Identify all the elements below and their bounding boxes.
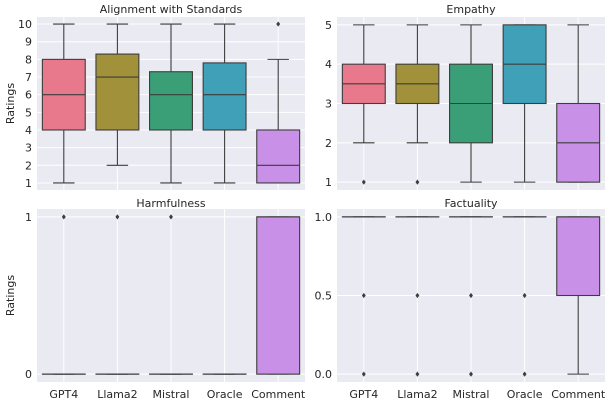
y-tick-label: 2: [325, 137, 332, 150]
y-axis-label: Ratings: [4, 275, 17, 316]
y-tick-label: 4: [325, 58, 332, 71]
llama2-outlier: [415, 292, 420, 299]
comment-box: [256, 129, 301, 184]
oracle-outlier: [522, 292, 527, 299]
gpt4-outlier: [361, 292, 366, 299]
y-axis-label: Ratings: [4, 83, 17, 124]
gpt4-outlier: [361, 179, 366, 185]
y-tick-label: 0: [25, 368, 32, 381]
y-tick-label: 1: [25, 211, 32, 224]
y-tick-label: 4: [25, 124, 32, 137]
x-tick-label: GPT4: [349, 388, 378, 401]
y-tick-label: 3: [325, 98, 332, 111]
y-tick-label: 0.0: [315, 368, 333, 381]
panel-1: 1 2 3 4 5 Empathy: [325, 3, 605, 190]
y-tick-label: 6: [25, 89, 32, 102]
llama2-outlier: [415, 371, 420, 377]
panel-title: Factuality: [444, 197, 498, 210]
x-tick-label: GPT4: [49, 388, 78, 401]
y-tick-label: 5: [25, 106, 32, 119]
comment-box: [556, 216, 601, 297]
y-tick-label: 8: [25, 53, 32, 66]
panel-title: Harmfulness: [136, 197, 205, 210]
panel-3: 0.0 0.5 1.0 Factuality GPT4 Llama2 Mistral Orac…: [315, 197, 606, 401]
x-tick-label: Llama2: [97, 388, 137, 401]
panel-title: Alignment with Standards: [100, 3, 243, 16]
y-tick-label: 10: [18, 18, 32, 31]
y-tick-label: 1.0: [315, 211, 333, 224]
y-tick-label: 7: [25, 71, 32, 84]
x-tick-label: Oracle: [507, 388, 543, 401]
comment-outlier: [276, 21, 281, 27]
llama2-outlier: [415, 179, 420, 185]
x-tick-label: Mistral: [453, 388, 490, 401]
mistral-box: [149, 71, 193, 131]
llama2-outlier: [115, 214, 120, 220]
x-tick-label: Llama2: [397, 388, 437, 401]
oracle-outlier: [522, 371, 527, 377]
panel-2: 0 1 Harmfulness Ratings GPT4 Llama2 Mistral Ora…: [4, 197, 306, 401]
x-tick-label: Comment: [251, 388, 306, 401]
mistral-outlier: [469, 292, 473, 299]
llama2-box: [95, 53, 140, 131]
gpt4-outlier: [361, 371, 366, 377]
mistral-outlier: [169, 214, 173, 220]
x-tick-label: Mistral: [153, 388, 190, 401]
x-tick-label: Oracle: [207, 388, 243, 401]
y-tick-label: 0.5: [315, 290, 333, 303]
x-tick-label: Comment: [551, 388, 606, 401]
comment-box: [256, 216, 301, 375]
y-tick-label: 5: [325, 19, 332, 32]
gpt4-outlier: [61, 214, 66, 220]
y-tick-label: 9: [25, 36, 32, 49]
panel-title: Empathy: [446, 3, 496, 16]
y-tick-label: 3: [25, 142, 32, 155]
y-tick-label: 1: [325, 176, 332, 189]
oracle-box: [202, 62, 247, 131]
mistral-outlier: [469, 371, 473, 377]
y-tick-label: 1: [25, 177, 32, 190]
panel-0: 1 2 3 4 5 6 7 8 9 10 Alignment with Standards Ratin…: [4, 3, 305, 190]
y-tick-label: 2: [25, 159, 32, 172]
